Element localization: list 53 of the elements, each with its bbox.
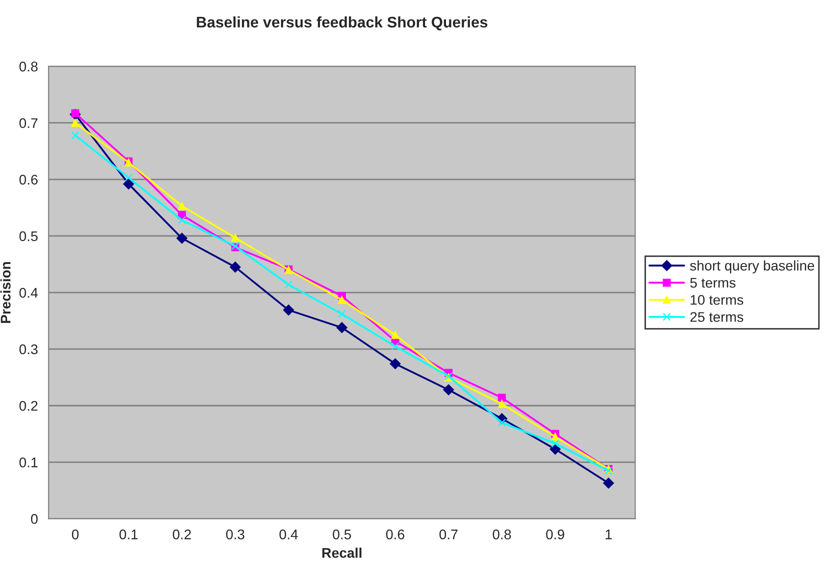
- point: [176, 232, 188, 244]
- legend-label: short query baseline: [690, 260, 814, 274]
- x-tick-label: 0.6: [386, 530, 404, 540]
- x-tick-label: 0.5: [332, 530, 351, 540]
- point: [284, 280, 293, 289]
- point: [336, 322, 348, 334]
- point: [390, 358, 401, 370]
- point: [178, 216, 186, 224]
- x-tick-label: 0.1: [119, 530, 138, 540]
- point: [71, 109, 80, 118]
- x-tick-label: 0.3: [226, 530, 244, 540]
- point: [550, 444, 561, 455]
- point: [498, 394, 506, 402]
- point: [178, 202, 186, 210]
- point: [230, 262, 241, 273]
- x-axis-title: Recall: [322, 548, 362, 558]
- x-tick-label: 0: [72, 530, 79, 540]
- legend-label: 10 terms: [690, 294, 744, 305]
- point: [71, 118, 80, 127]
- point: [498, 400, 506, 408]
- y-tick-label: 0.4: [19, 288, 38, 298]
- x-tick-label: 0.9: [546, 530, 564, 540]
- x-tick-label: 0.8: [492, 530, 511, 540]
- legend-label: 5 terms: [690, 278, 736, 288]
- point: [551, 440, 560, 448]
- point: [231, 234, 240, 242]
- y-tick-label: 0.1: [19, 458, 38, 468]
- y-tick-label: 0.6: [19, 174, 38, 185]
- x-tick-label: 0.7: [439, 530, 458, 540]
- point: [443, 384, 454, 396]
- point: [498, 418, 506, 427]
- y-tick-label: 0.7: [19, 118, 38, 128]
- y-tick-label: 0.8: [19, 62, 38, 72]
- point: [551, 432, 560, 441]
- point: [338, 296, 346, 304]
- point: [123, 178, 134, 190]
- point: [603, 478, 614, 489]
- y-tick-label: 0.5: [19, 231, 38, 242]
- legend-label: 25 terms: [690, 312, 744, 322]
- chart-title: Baseline versus feedback Short Queries: [196, 16, 488, 30]
- y-tick-label: 0.3: [19, 344, 38, 354]
- x-tick-label: 0.2: [172, 530, 191, 540]
- point: [391, 342, 400, 350]
- point: [124, 174, 133, 182]
- y-axis-title: Precision: [0, 262, 11, 323]
- x-tick-label: 1: [606, 530, 612, 540]
- x-tick-label: 0.4: [279, 530, 298, 540]
- point: [71, 131, 80, 140]
- point: [338, 310, 346, 318]
- point: [283, 304, 294, 316]
- point: [391, 330, 400, 339]
- y-tick-label: 0.2: [19, 400, 38, 411]
- y-tick-label: 0: [31, 514, 38, 524]
